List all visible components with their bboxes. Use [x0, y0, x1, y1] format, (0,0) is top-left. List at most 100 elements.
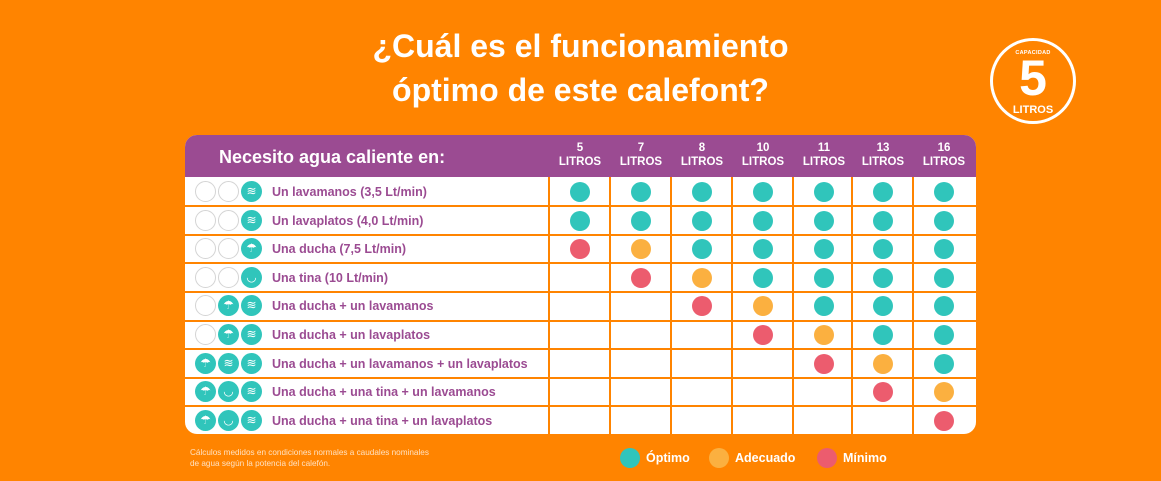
ducha-icon: ☂: [241, 238, 262, 260]
rating-dot-optimo: [570, 182, 590, 202]
rating-dot-optimo: [814, 210, 834, 231]
ducha-icon: ☂: [218, 295, 239, 317]
footnote-line-1: Cálculos medidos en condiciones normales…: [190, 448, 429, 457]
rating-dot-optimo: [814, 296, 834, 317]
rating-dot-minimo: [570, 239, 590, 260]
appliance-icons: ◡: [195, 266, 265, 289]
row-divider: [185, 319, 976, 322]
page-title: ¿Cuál es el funcionamiento óptimo de est…: [0, 24, 1161, 112]
empty-slot-icon: [195, 181, 216, 202]
column-divider: [670, 177, 672, 434]
rating-dot-minimo: [753, 325, 773, 345]
rating-dot-optimo: [873, 182, 893, 202]
rating-dot-optimo: [873, 239, 893, 260]
title-line-1: ¿Cuál es el funcionamiento: [372, 28, 789, 64]
table-row: ☂ ◡ ≋ Una ducha + una tina + un lavamanos: [185, 378, 976, 406]
rating-dot-optimo: [934, 267, 954, 288]
rating-dot-minimo: [934, 410, 954, 431]
table-header: Necesito agua caliente en: 5 LITROS 7 LITRO…: [185, 135, 976, 177]
column-header-number: 8: [698, 142, 706, 154]
lavaplatos-icon: ≋: [241, 324, 262, 345]
rating-dot-optimo: [814, 267, 834, 288]
column-header-unit: LITROS: [922, 156, 966, 168]
legend-dot: [709, 448, 729, 468]
table-row: ☂ ≋ Una ducha + un lavamanos: [185, 292, 976, 320]
table-row: ☂ ≋ Una ducha + un lavaplatos: [185, 321, 976, 349]
row-divider: [185, 290, 976, 293]
row-label: Una ducha (7,5 Lt/min): [272, 242, 407, 257]
legend-label: Óptimo: [646, 451, 690, 465]
appliance-icons: ☂ ≋: [195, 324, 265, 346]
badge-caption: CAPACIDAD: [1015, 50, 1051, 56]
rating-dot-optimo: [873, 210, 893, 231]
rating-dot-optimo: [692, 239, 712, 260]
column-header-number: 16: [937, 142, 951, 154]
row-label: Una ducha + un lavamanos: [272, 299, 434, 314]
row-divider: [185, 262, 976, 265]
column-header: 5 LITROS: [550, 141, 610, 169]
row-label: Un lavaplatos (4,0 Lt/min): [272, 213, 424, 228]
rating-dot-minimo: [631, 267, 651, 288]
empty-slot-icon: [218, 266, 239, 288]
column-header-number: 11: [817, 142, 831, 154]
tina-icon: ◡: [218, 409, 239, 431]
row-label: Una ducha + una tina + un lavamanos: [272, 385, 496, 400]
lavamanos-icon: ≋: [241, 181, 262, 202]
rating-dot-adecuado: [692, 267, 712, 288]
column-header-number: 5: [576, 142, 584, 154]
legend-dot: [620, 448, 640, 468]
tina-icon: ◡: [218, 381, 239, 403]
table-row: ◡ Una tina (10 Lt/min): [185, 264, 976, 292]
appliance-icons: ☂ ◡ ≋: [195, 381, 265, 403]
appliance-icons: ☂ ≋: [195, 295, 265, 317]
badge-unit: LITROS: [1012, 104, 1054, 116]
rating-dot-optimo: [692, 182, 712, 202]
rating-dot-optimo: [934, 239, 954, 260]
row-divider: [185, 233, 976, 236]
table-row: ☂ ◡ ≋ Una ducha + una tina + un lavaplatos: [185, 407, 976, 434]
footnote-line-2: de agua según la potencia del calefón.: [190, 459, 331, 468]
row-label: Una ducha + un lavaplatos: [272, 328, 431, 342]
rating-dot-optimo: [753, 239, 773, 260]
ducha-icon: ☂: [195, 409, 216, 431]
rating-dot-optimo: [934, 210, 954, 231]
rating-dot-adecuado: [814, 325, 834, 345]
column-header-number: 10: [756, 142, 770, 154]
column-divider: [792, 177, 794, 434]
rating-dot-optimo: [934, 182, 954, 202]
appliance-icons: ≋: [195, 181, 265, 203]
column-header-unit: LITROS: [680, 156, 724, 168]
row-header-label: Necesito agua caliente en:: [219, 147, 446, 167]
rating-dot-optimo: [934, 296, 954, 317]
capacity-badge: CAPACIDAD 5 LITROS: [990, 38, 1076, 124]
rating-dot-minimo: [692, 296, 712, 317]
row-label: Una ducha + una tina + un lavaplatos: [272, 413, 493, 428]
column-header-unit: LITROS: [741, 156, 785, 168]
rating-dot-minimo: [814, 353, 834, 374]
empty-slot-icon: [195, 295, 216, 317]
legend-label: Adecuado: [735, 451, 796, 465]
column-header-number: 7: [637, 142, 645, 154]
empty-slot-icon: [218, 238, 239, 260]
table-row: ☂ ≋ ≋ Una ducha + un lavamanos + un lavapla…: [185, 350, 976, 378]
column-header-unit: LITROS: [558, 156, 602, 168]
empty-slot-icon: [195, 324, 216, 345]
table-row: ≋ Un lavaplatos (4,0 Lt/min): [185, 207, 976, 235]
tina-icon: ◡: [241, 266, 262, 288]
column-header: 16 LITROS: [914, 141, 974, 169]
legend-dot: [817, 448, 837, 468]
empty-slot-icon: [218, 209, 239, 231]
footnote: Cálculos medidos en condiciones normales…: [190, 447, 460, 469]
column-header-unit: LITROS: [619, 156, 663, 168]
rating-dot-optimo: [631, 210, 651, 231]
column-header-unit: LITROS: [802, 156, 846, 168]
table-row: ☂ Una ducha (7,5 Lt/min): [185, 235, 976, 263]
rating-dot-optimo: [753, 267, 773, 288]
rating-dot-optimo: [814, 239, 834, 260]
row-label: Una tina (10 Lt/min): [272, 270, 388, 285]
appliance-icons: ☂ ◡ ≋: [195, 409, 265, 432]
title-line-2: óptimo de este calefont?: [392, 72, 769, 108]
rating-dot-minimo: [873, 382, 893, 403]
appliance-icons: ☂ ≋ ≋: [195, 352, 265, 375]
row-label: Una ducha + un lavamanos + un lavaplatos: [272, 356, 528, 371]
